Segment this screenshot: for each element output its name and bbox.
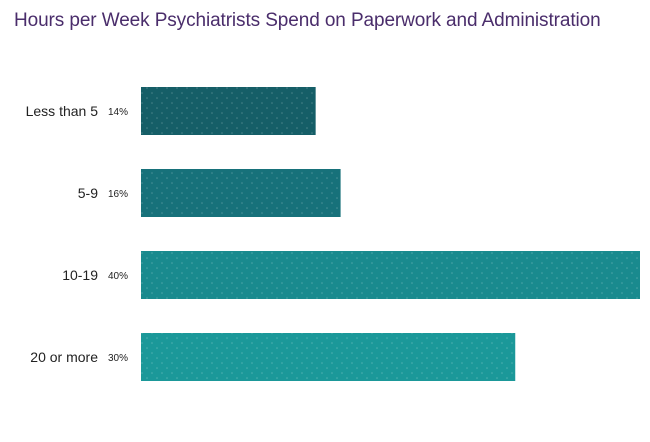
- category-label: 5-9: [78, 185, 98, 201]
- category-label: Less than 5: [26, 103, 99, 119]
- bar-texture-1: [141, 169, 341, 217]
- value-label: 14%: [108, 107, 128, 118]
- chart-title: Hours per Week Psychiatrists Spend on Pa…: [14, 10, 601, 31]
- bar-texture-2: [141, 251, 640, 299]
- value-label: 40%: [108, 271, 128, 282]
- value-label: 30%: [108, 353, 128, 364]
- value-label: 16%: [108, 189, 128, 200]
- bars-group: Less than 5 14% 5-9 16% 10-19 40% 20 or more 30…: [26, 87, 640, 381]
- category-label: 20 or more: [30, 349, 98, 365]
- category-label: 10-19: [62, 267, 98, 283]
- bar-texture-0: [141, 87, 316, 135]
- bar-texture-3: [141, 333, 516, 381]
